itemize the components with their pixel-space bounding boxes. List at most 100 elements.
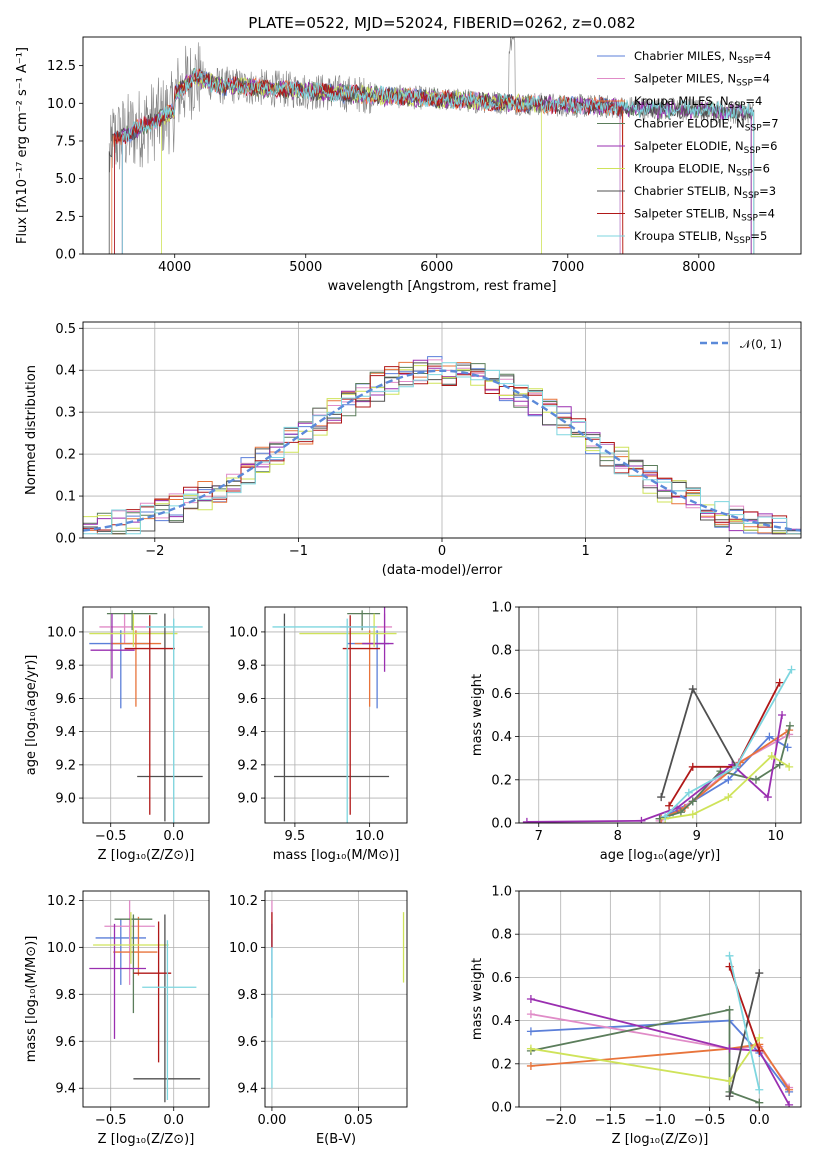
mass-weight-marker	[785, 1085, 794, 1094]
x-tick-label: 9.5	[285, 829, 306, 844]
weight_vs_Z-plot-area	[526, 951, 794, 1107]
mass-weight-marker	[725, 1092, 734, 1101]
y-axis-label: age [log₁₀(age/yr)]	[24, 655, 39, 776]
y-tick-label: 9.4	[237, 1082, 258, 1097]
mass-weight-line	[668, 682, 781, 807]
age_vs_mass-axes: 9.5 10.0 9.0 9.2 9.4 9.6 9.8 10.0 mass [log₁₀(M/…	[229, 606, 408, 863]
x-tick-label: 1	[581, 544, 589, 559]
y-tick-label: 10.2	[229, 894, 258, 909]
mass-weight-marker	[661, 812, 670, 821]
residuals-axes: −2 −1 0 1 2 0.0 0.1 0.2 0.3 0.4 0.5 (data-model)/er…	[24, 321, 802, 578]
spectrum-axes: 4000 5000 6000 7000 8000 0.0 2.5 5.0 7.5 10.0 12.5…	[15, 14, 802, 294]
axes-frame	[264, 606, 408, 824]
weight_vs_Z-axes: −2.0 −1.5 −1.0 −0.5 0.0 0.0 0.2 0.4 0.6 0.8 1.0 Z […	[470, 885, 802, 1147]
y-tick-label: 9.6	[237, 692, 258, 707]
x-axis-label: Z [log₁₀(Z/Z⊙)]	[612, 1132, 709, 1147]
x-axis-label: Z [log₁₀(Z/Z⊙)]	[98, 1132, 195, 1147]
y-tick-label: 9.6	[55, 1035, 76, 1050]
y-tick-label: 9.8	[237, 988, 258, 1003]
axes-frame	[264, 890, 408, 1108]
mass-weight-marker	[665, 801, 674, 810]
mass-weight-marker	[522, 817, 531, 823]
mass-weight-marker	[725, 1044, 734, 1053]
y-axis-label: mass weight	[470, 958, 485, 1040]
mass-weight-marker	[657, 793, 666, 802]
mass-weight-marker	[526, 1061, 535, 1070]
age_vs_mass-plot-area	[272, 607, 397, 823]
mass-weight-marker	[526, 995, 535, 1003]
mass_vs_ebv-plot-area	[271, 900, 405, 1089]
x-tick-label: −1	[289, 544, 308, 559]
mass-weight-line	[659, 735, 789, 820]
x-tick-label: 0.00	[257, 1113, 286, 1128]
mass-weight-line	[728, 955, 761, 1090]
y-tick-label: 9.8	[237, 659, 258, 674]
x-tick-label: 10.0	[355, 829, 384, 844]
mass-weight-marker	[637, 816, 646, 823]
x-tick-label: −0.5	[694, 1113, 726, 1128]
y-tick-label: 10.0	[229, 941, 258, 956]
mass_vs_Z-axes: −0.5 0.0 9.4 9.6 9.8 10.0 10.2 Z [log₁₀(Z/Z⊙)] m…	[24, 890, 210, 1147]
mass-weight-marker	[688, 685, 697, 694]
y-tick-label: 0.6	[491, 687, 512, 702]
residuals-plot-area	[83, 356, 801, 535]
y-tick-label: 1.0	[491, 601, 512, 616]
y-tick-label: 0.2	[491, 773, 512, 788]
mass-weight-marker	[725, 951, 734, 960]
mass-weight-marker	[751, 775, 760, 784]
x-tick-label: 8000	[682, 260, 715, 275]
mass-weight-marker	[755, 1098, 764, 1107]
mass-weight-line	[728, 972, 761, 1097]
mass-weight-marker	[755, 1046, 764, 1055]
y-tick-label: 1.0	[491, 885, 512, 900]
mass-weight-marker	[755, 1085, 764, 1094]
legend-label: 𝒩(0, 1)	[740, 337, 782, 351]
x-tick-label: 0	[438, 544, 446, 559]
mass-weight-line	[660, 729, 790, 820]
y-tick-label: 9.2	[237, 758, 258, 773]
legend-label: Kroupa STELIB, NSSP=5	[634, 229, 767, 246]
x-tick-label: 5000	[289, 260, 322, 275]
x-tick-label: −2	[145, 544, 164, 559]
axes-frame	[82, 606, 210, 824]
y-tick-label: 10.2	[47, 894, 76, 909]
mass-weight-marker	[785, 1100, 794, 1107]
legend: Chabrier MILES, NSSP=4 Salpeter MILES, NS…	[597, 49, 779, 246]
y-tick-label: 0.1	[55, 490, 76, 505]
gaussian-curve	[83, 369, 801, 532]
y-tick-label: 0.8	[491, 644, 512, 659]
x-tick-label: −0.5	[95, 829, 127, 844]
y-tick-label: 10.0	[47, 941, 76, 956]
y-tick-label: 0.2	[55, 448, 76, 463]
mass-weight-line	[664, 669, 793, 818]
y-tick-label: 0.2	[491, 1057, 512, 1072]
x-axis-label: wavelength [Angstrom, rest frame]	[328, 279, 557, 294]
weight_vs_age-plot-area	[522, 665, 796, 823]
y-axis-label: Normed distribution	[24, 365, 39, 495]
mass-weight-marker	[767, 752, 776, 761]
y-tick-label: 9.4	[55, 1082, 76, 1097]
mass-weight-marker	[732, 762, 741, 771]
x-tick-label: −2.0	[545, 1113, 577, 1128]
y-axis-label: mass weight	[470, 674, 485, 756]
x-axis-label: Z [log₁₀(Z/Z⊙)]	[98, 848, 195, 863]
mass-weight-marker	[526, 1044, 535, 1053]
axes-frame	[518, 606, 802, 824]
y-tick-label: 10.0	[47, 625, 76, 640]
x-axis-label: mass [log₁₀(M/M⊙)]	[273, 848, 400, 863]
mass-weight-marker	[785, 721, 794, 730]
x-axis-label: age [log₁₀(age/yr)]	[600, 848, 721, 863]
mass-weight-line	[530, 1043, 790, 1091]
spectrum-plot-area	[108, 37, 755, 254]
y-tick-label: 9.4	[55, 725, 76, 740]
age_vs_Z-axes: −0.5 0.0 9.0 9.2 9.4 9.6 9.8 10.0 Z [log₁₀(Z/Z⊙)…	[24, 606, 210, 863]
x-tick-label: 9	[693, 829, 701, 844]
y-tick-label: 12.5	[47, 59, 76, 74]
y-tick-label: 9.0	[237, 792, 258, 807]
mass-weight-marker	[778, 711, 787, 719]
weight_vs_age-axes: 7 8 9 10 0.0 0.2 0.4 0.6 0.8 1.0 age [log₁₀(age/yr…	[470, 601, 802, 863]
mass-weight-marker	[775, 760, 784, 769]
y-tick-label: 0.0	[491, 1101, 512, 1116]
x-tick-label: −1.5	[595, 1113, 627, 1128]
